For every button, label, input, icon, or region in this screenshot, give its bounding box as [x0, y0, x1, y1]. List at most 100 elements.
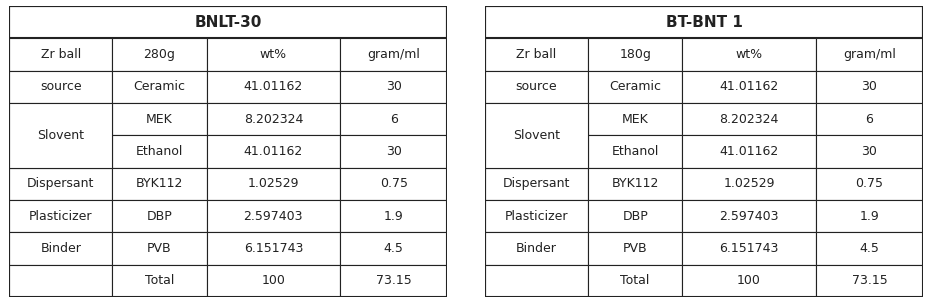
Text: Binder: Binder — [41, 242, 81, 255]
Bar — [682, 71, 816, 103]
Bar — [206, 200, 340, 232]
Text: Ethanol: Ethanol — [611, 145, 658, 158]
Text: 30: 30 — [862, 80, 877, 93]
Bar — [588, 168, 682, 200]
Bar — [816, 200, 923, 232]
Text: 30: 30 — [386, 145, 401, 158]
Bar — [682, 38, 816, 71]
Text: 8.202324: 8.202324 — [720, 113, 779, 126]
Bar — [9, 71, 112, 103]
Bar — [9, 200, 112, 232]
Bar — [485, 6, 923, 38]
Bar — [682, 168, 816, 200]
Bar — [112, 71, 206, 103]
Text: 2.597403: 2.597403 — [244, 210, 303, 223]
Text: DBP: DBP — [147, 210, 172, 223]
Text: 1.9: 1.9 — [860, 210, 880, 223]
Text: 6.151743: 6.151743 — [244, 242, 303, 255]
Bar — [682, 200, 816, 232]
Bar — [485, 265, 588, 297]
Bar — [112, 103, 206, 135]
Bar — [9, 103, 112, 168]
Text: Total: Total — [621, 274, 650, 287]
Bar — [588, 103, 682, 135]
Text: gram/ml: gram/ml — [843, 48, 896, 61]
Text: Plasticizer: Plasticizer — [29, 210, 92, 223]
Text: BYK112: BYK112 — [611, 177, 658, 190]
Bar — [112, 200, 206, 232]
Bar — [682, 232, 816, 265]
Text: MEK: MEK — [146, 113, 172, 126]
Bar — [340, 200, 447, 232]
Text: 6: 6 — [866, 113, 873, 126]
Text: 2.597403: 2.597403 — [720, 210, 779, 223]
Bar — [340, 71, 447, 103]
Bar — [588, 232, 682, 265]
Text: wt%: wt% — [260, 48, 287, 61]
Bar — [112, 265, 206, 297]
Text: PVB: PVB — [623, 242, 647, 255]
Bar — [682, 103, 816, 135]
Bar — [340, 38, 447, 71]
Bar — [340, 135, 447, 168]
Text: Dispersant: Dispersant — [27, 177, 94, 190]
Bar — [682, 265, 816, 297]
Text: 0.75: 0.75 — [855, 177, 884, 190]
Text: 73.15: 73.15 — [376, 274, 412, 287]
Text: 8.202324: 8.202324 — [244, 113, 303, 126]
Bar — [485, 71, 588, 103]
Text: Zr ball: Zr ball — [41, 48, 81, 61]
Text: 41.01162: 41.01162 — [720, 145, 779, 158]
Bar — [816, 38, 923, 71]
Text: Dispersant: Dispersant — [503, 177, 570, 190]
Text: 41.01162: 41.01162 — [244, 80, 303, 93]
Bar — [9, 6, 447, 38]
Bar — [485, 168, 588, 200]
Text: 4.5: 4.5 — [383, 242, 404, 255]
Bar — [9, 265, 112, 297]
Bar — [816, 135, 923, 168]
Text: 41.01162: 41.01162 — [720, 80, 779, 93]
Text: Slovent: Slovent — [38, 129, 85, 142]
Bar — [206, 71, 340, 103]
Text: 180g: 180g — [619, 48, 651, 61]
Text: 1.9: 1.9 — [384, 210, 404, 223]
Text: Binder: Binder — [516, 242, 557, 255]
Text: wt%: wt% — [736, 48, 763, 61]
Bar — [206, 168, 340, 200]
Text: 30: 30 — [386, 80, 401, 93]
Bar — [588, 265, 682, 297]
Text: source: source — [41, 80, 82, 93]
Bar — [485, 103, 588, 168]
Bar — [9, 168, 112, 200]
Text: source: source — [516, 80, 558, 93]
Bar — [588, 135, 682, 168]
Text: 41.01162: 41.01162 — [244, 145, 303, 158]
Text: BYK112: BYK112 — [136, 177, 183, 190]
Bar — [206, 232, 340, 265]
Bar — [112, 232, 206, 265]
Text: DBP: DBP — [623, 210, 648, 223]
Text: BNLT-30: BNLT-30 — [195, 15, 262, 30]
Bar — [588, 71, 682, 103]
Text: Zr ball: Zr ball — [516, 48, 557, 61]
Bar — [588, 38, 682, 71]
Text: Slovent: Slovent — [513, 129, 560, 142]
Bar — [816, 71, 923, 103]
Bar — [816, 168, 923, 200]
Text: 6: 6 — [390, 113, 398, 126]
Bar — [340, 168, 447, 200]
Text: 280g: 280g — [143, 48, 175, 61]
Text: Total: Total — [145, 274, 174, 287]
Bar — [340, 232, 447, 265]
Bar — [816, 265, 923, 297]
Text: 1.02529: 1.02529 — [248, 177, 299, 190]
Bar — [112, 38, 206, 71]
Bar — [206, 38, 340, 71]
Bar — [682, 135, 816, 168]
Text: 1.02529: 1.02529 — [723, 177, 774, 190]
Text: 100: 100 — [261, 274, 285, 287]
Bar — [588, 200, 682, 232]
Bar — [816, 103, 923, 135]
Text: Ceramic: Ceramic — [134, 80, 186, 93]
